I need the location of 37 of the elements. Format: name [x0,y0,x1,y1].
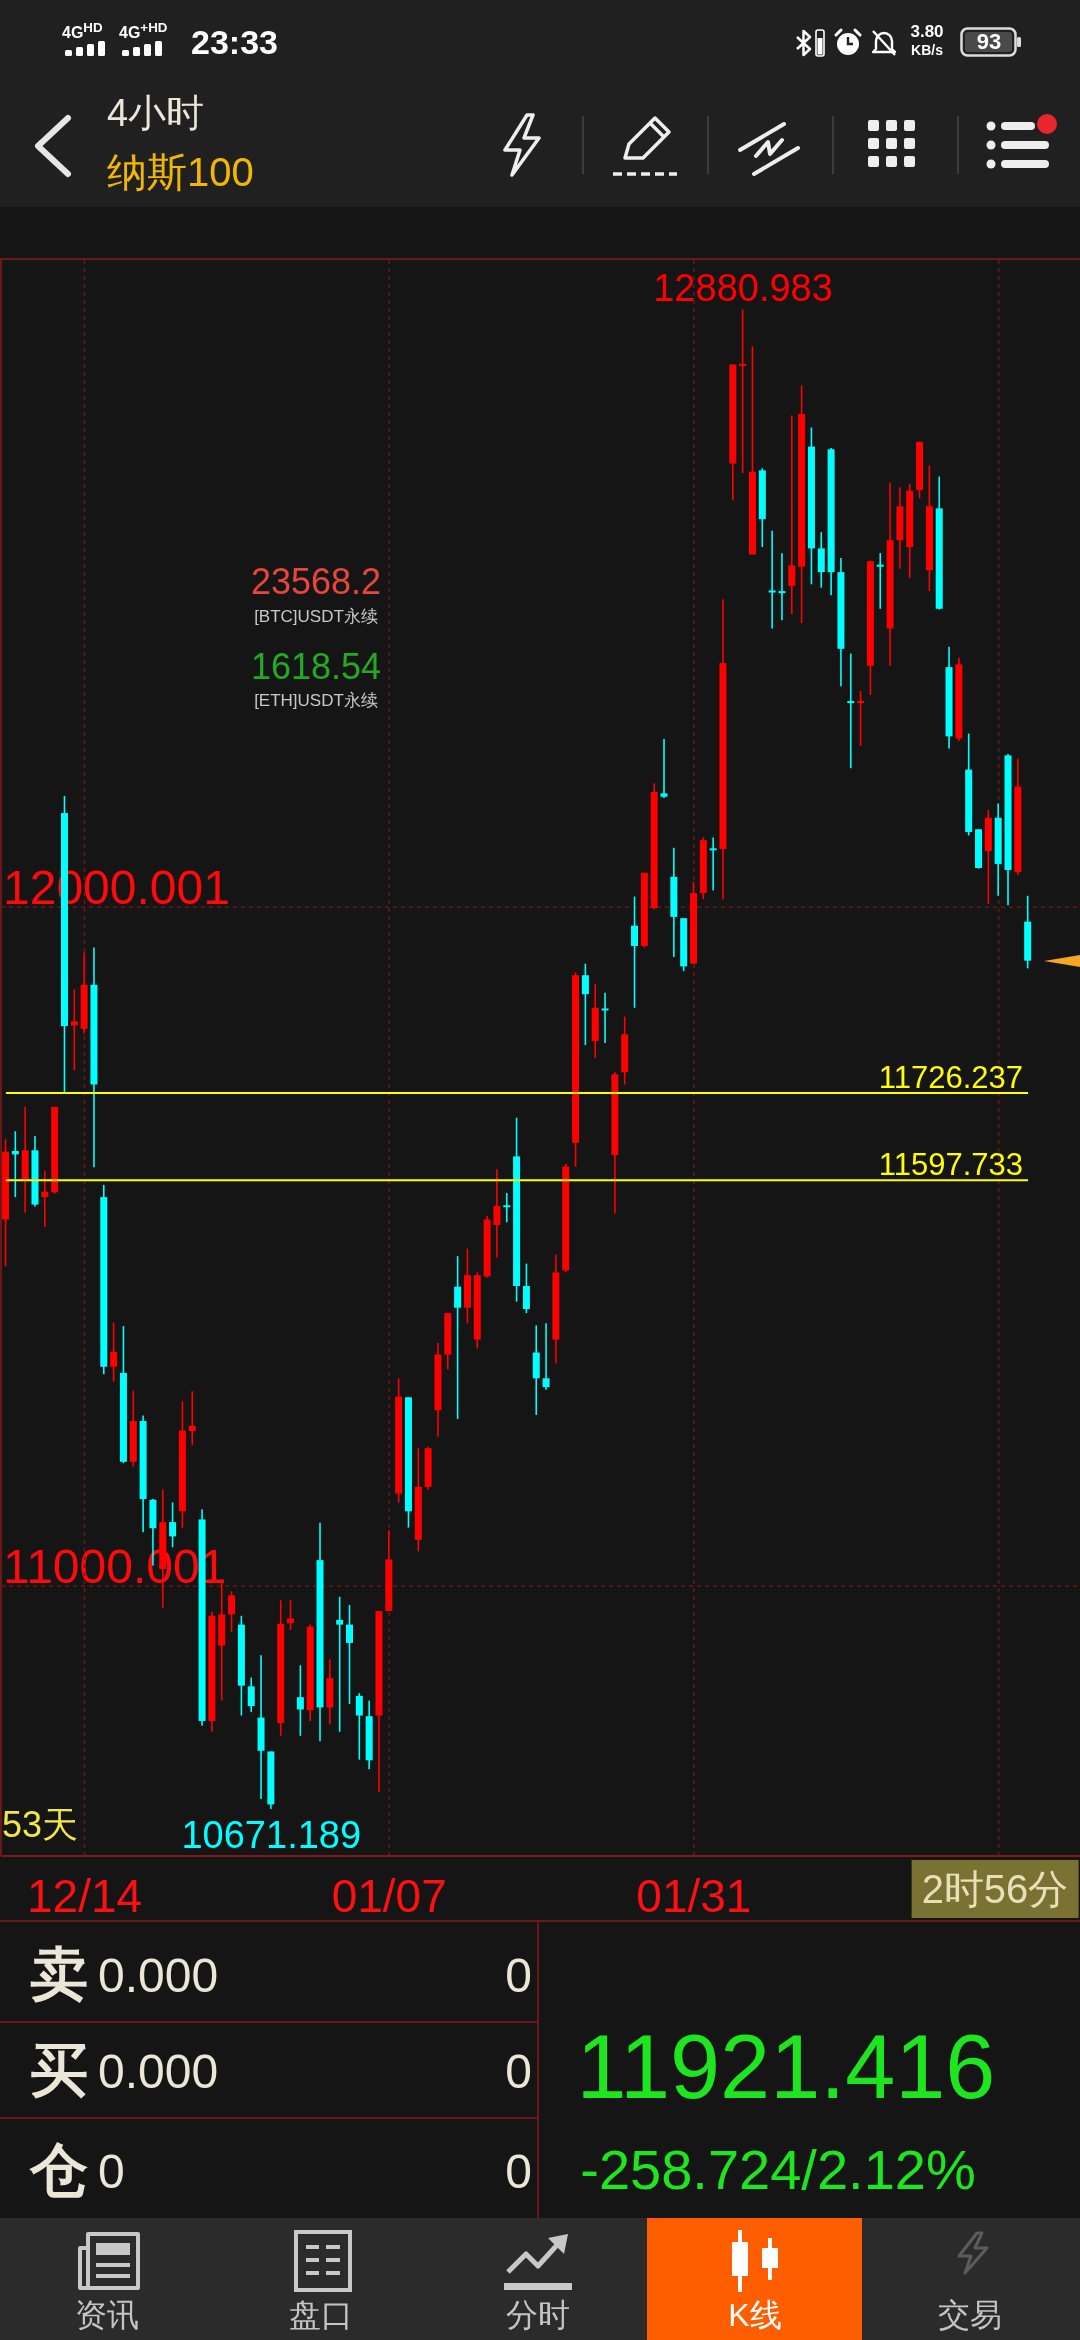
x-tick-label: 12/14 [26,1870,143,1922]
text: 4G$^{HD}$ [62,19,103,42]
text: K线 [728,2297,782,2334]
text: 买 [30,2037,88,2103]
text: 0 [98,2144,125,2199]
text: 盘口 [289,2297,353,2334]
text: 4G$^{+HD}$ [119,19,168,42]
text: 3.80 [910,21,944,42]
text: 0.000 [98,2044,219,2099]
annotation: [BTC]USDT永续 [254,606,378,627]
chart-title: 纳斯100 [107,150,254,194]
text: KB/s [911,42,943,59]
text: 资讯 [75,2297,139,2334]
text: 11921.416 [576,2016,996,2117]
annotation: 23568.2 [250,561,382,603]
text: 0 [505,1948,532,2003]
text: 0 [505,2044,532,2099]
text: -258.724/2.12% [580,2138,976,2202]
text: 23:33 [191,23,278,62]
text: 93 [976,28,1002,55]
text: 分时 [506,2297,570,2334]
annotation: 1618.54 [250,646,382,688]
chart-subtitle: 4小时 [107,92,205,135]
text: 仓 [30,2137,88,2203]
annotation: 10671.189 [181,1814,362,1857]
ref-line-label: 11597.733 [878,1147,1024,1183]
annotation: 53天 [2,1804,79,1846]
annotation: [ETH]USDT永续 [254,690,378,711]
text: 0.000 [98,1948,219,2003]
text: 卖 [30,1941,88,2007]
x-tick-label: 01/07 [331,1870,447,1922]
text: 2时56分 [911,1860,1079,1918]
text: 0 [505,2144,532,2199]
ref-line-label: 11726.237 [878,1060,1024,1096]
annotation: 12880.983 [653,266,833,309]
x-tick-label: 01/31 [636,1870,752,1922]
text: 交易 [938,2297,1002,2334]
